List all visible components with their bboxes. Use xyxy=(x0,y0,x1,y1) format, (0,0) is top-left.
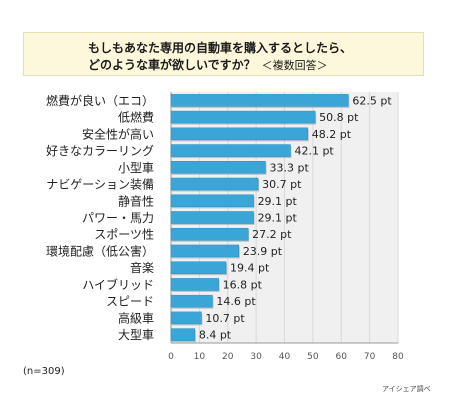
category-label: 好きなカラーリング xyxy=(46,144,154,158)
bar xyxy=(170,161,266,174)
x-tick-label: 80 xyxy=(392,352,404,362)
category-label: 燃費が良い（エコ） xyxy=(46,93,154,108)
question-title-text: どのような車が欲しいですか？ xyxy=(88,58,256,72)
x-tick-label: 20 xyxy=(222,352,234,362)
category-label: 高級車 xyxy=(118,310,154,325)
value-label: 48.2 pt xyxy=(312,128,352,141)
question-title-line-1: もしもあなた専用の自動車を購入するとしたら、 xyxy=(88,41,353,55)
bar xyxy=(170,311,202,325)
x-tick-label: 10 xyxy=(194,352,206,362)
bar xyxy=(170,328,196,341)
value-label: 8.4 pt xyxy=(199,329,232,342)
bar xyxy=(170,244,240,258)
x-tick-label: 0 xyxy=(168,352,174,362)
question-title-box: もしもあなた専用の自動車を購入するとしたら、 どのような車が欲しいですか？ ＜複数… xyxy=(23,32,424,76)
bar xyxy=(170,177,259,191)
bar xyxy=(170,194,254,208)
bar xyxy=(170,127,309,141)
category-label: スピード xyxy=(106,295,154,309)
multiple-answer-note: ＜複数回答＞ xyxy=(261,59,328,72)
category-label: ハイブリッド xyxy=(82,277,154,292)
category-label: 環境配慮（低公害） xyxy=(46,243,154,258)
value-label: 29.1 pt xyxy=(258,212,298,225)
category-label: 安全性が高い xyxy=(82,126,154,141)
bar xyxy=(170,227,249,241)
category-label: 静音性 xyxy=(118,193,154,208)
value-label: 33.3 pt xyxy=(269,161,309,174)
x-tick-label: 30 xyxy=(250,352,262,362)
category-label: ナビゲーション装備 xyxy=(46,177,154,192)
bar xyxy=(170,144,291,157)
question-title-line-2: どのような車が欲しいですか？ ＜複数回答＞ xyxy=(88,56,328,73)
x-tick-label: 50 xyxy=(307,352,319,362)
category-label: パワー・馬力 xyxy=(82,211,154,225)
sample-size-label: (n=309) xyxy=(23,366,65,377)
bar xyxy=(170,94,349,107)
bar xyxy=(170,278,219,291)
x-tick-label: 60 xyxy=(336,352,348,362)
value-label: 10.7 pt xyxy=(205,312,245,325)
value-label: 27.2 pt xyxy=(252,228,292,241)
x-tick-label: 40 xyxy=(279,352,291,362)
bar xyxy=(170,110,316,124)
category-label: スポーツ性 xyxy=(94,228,154,242)
value-label: 19.4 pt xyxy=(230,262,270,275)
value-label: 23.9 pt xyxy=(243,245,283,258)
category-label: 低燃費 xyxy=(118,110,154,125)
x-tick-label: 70 xyxy=(364,352,376,362)
value-label: 50.8 pt xyxy=(319,111,359,124)
category-label: 音楽 xyxy=(130,260,154,275)
bar xyxy=(170,211,254,224)
bar xyxy=(170,294,213,308)
value-label: 16.8 pt xyxy=(223,278,263,291)
bar xyxy=(170,261,227,274)
source-credit: アイシェア調べ xyxy=(382,385,431,393)
value-label: 29.1 pt xyxy=(258,195,298,208)
category-label: 小型車 xyxy=(118,161,154,175)
category-label: 大型車 xyxy=(118,328,154,342)
value-label: 14.6 pt xyxy=(216,295,256,308)
value-label: 62.5 pt xyxy=(352,94,392,107)
value-label: 30.7 pt xyxy=(262,178,302,191)
value-label: 42.1 pt xyxy=(294,145,334,158)
